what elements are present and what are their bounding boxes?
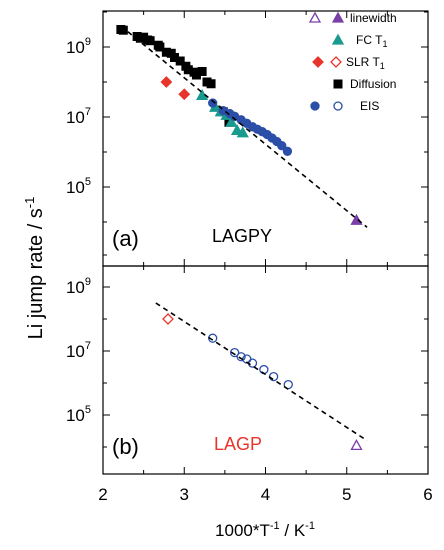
legend-label: EIS [360, 99, 379, 113]
data-point [118, 25, 128, 35]
data-point [236, 352, 246, 362]
y-tick-base: 10 [66, 178, 85, 197]
legend-item-linewidth: linewidth [308, 11, 397, 25]
y-tick-base: 10 [66, 38, 85, 57]
data-point [178, 88, 191, 101]
data-point [162, 313, 174, 325]
data-point [206, 79, 216, 89]
y-tick-label: 109 [66, 276, 91, 297]
data-point [236, 126, 249, 138]
y-tick-label: 107 [66, 106, 91, 127]
legend-item-slr: SLR T1 [312, 55, 385, 71]
legend-label-text: EIS [360, 99, 379, 113]
data-point [145, 36, 155, 46]
y-tick-exponent: 9 [85, 36, 91, 48]
x-label-superscript: -1 [305, 520, 315, 532]
legend-item-diffusion: Diffusion [333, 77, 396, 91]
panel-label: (a) [112, 226, 139, 251]
data-point [282, 146, 293, 156]
data-point [350, 439, 363, 451]
panel-label: (b) [112, 434, 139, 459]
data-point [229, 347, 240, 358]
x-tick-label: 5 [342, 485, 351, 504]
data-point [208, 98, 218, 108]
legend-symbol [310, 101, 320, 111]
legend-label-text: Diffusion [350, 77, 396, 91]
x-label-part: 1000*T [215, 521, 270, 540]
legend-label-text: linewidth [350, 11, 397, 25]
x-tick-label: 4 [261, 485, 270, 504]
y-tick-base: 10 [66, 342, 85, 361]
y-tick-base: 10 [66, 108, 85, 127]
legend-symbol [312, 56, 324, 68]
legend-label-text: SLR T [346, 55, 380, 69]
legend-symbol [330, 56, 342, 68]
legend-label-subscript: 1 [380, 61, 385, 71]
legend-symbol [308, 11, 322, 23]
x-tick-label: 3 [180, 485, 189, 504]
legend-item-fct1: FC T1 [331, 33, 387, 49]
y-tick-label: 105 [66, 176, 91, 197]
legend-label: linewidth [350, 11, 397, 25]
legend-symbol [331, 33, 345, 45]
legend-symbol [333, 101, 343, 111]
y-tick-exponent: 7 [85, 340, 91, 352]
plot-frame [102, 265, 429, 475]
sample-label: LAGP [214, 434, 262, 454]
y-tick-base: 10 [66, 278, 85, 297]
x-tick-label: 2 [98, 485, 107, 504]
y-tick-label: 105 [66, 404, 91, 425]
y-axis-label: Li jump rate / s-1 [22, 197, 47, 340]
x-label-part: / K [280, 521, 306, 540]
data-point [160, 76, 173, 88]
y-label-part: Li jump rate / s [25, 208, 47, 339]
y-tick-exponent: 7 [85, 106, 91, 118]
y-tick-label: 107 [66, 340, 91, 361]
legend-symbol [333, 79, 343, 89]
fit-line [155, 302, 368, 442]
data-point [277, 141, 287, 151]
legend-label-subscript: 1 [382, 39, 387, 49]
y-tick-label: 109 [66, 36, 91, 57]
x-axis-label: 1000*T-1 / K-1 [215, 520, 315, 540]
data-point [268, 371, 279, 382]
series-eis [208, 333, 293, 390]
x-tick-label: 6 [423, 485, 432, 504]
legend-label-text: FC T [356, 33, 383, 47]
series-fit [155, 302, 368, 442]
data-point [175, 56, 185, 66]
series-slr-t1 [160, 76, 191, 101]
y-label-superscript: -1 [22, 197, 37, 209]
data-point [230, 123, 244, 135]
fit-line [120, 25, 368, 228]
x-label-superscript: -1 [270, 520, 280, 532]
legend-symbol [331, 11, 345, 23]
series-fit [120, 25, 368, 228]
legend-label: FC T1 [356, 33, 387, 49]
legend-label: SLR T1 [346, 55, 385, 71]
y-tick-exponent: 9 [85, 276, 91, 288]
series-linewidth [350, 439, 363, 451]
legend-label: Diffusion [350, 77, 396, 91]
y-tick-base: 10 [66, 406, 85, 425]
y-tick-exponent: 5 [85, 404, 91, 416]
y-tick-exponent: 5 [85, 176, 91, 188]
data-point [225, 115, 238, 127]
sample-label: LAGPY [212, 226, 272, 246]
series-slr-t1 [162, 313, 174, 325]
legend-item-eis: EIS [310, 99, 379, 113]
data-point [247, 358, 258, 368]
data-point [197, 67, 207, 76]
data-point [155, 42, 165, 52]
